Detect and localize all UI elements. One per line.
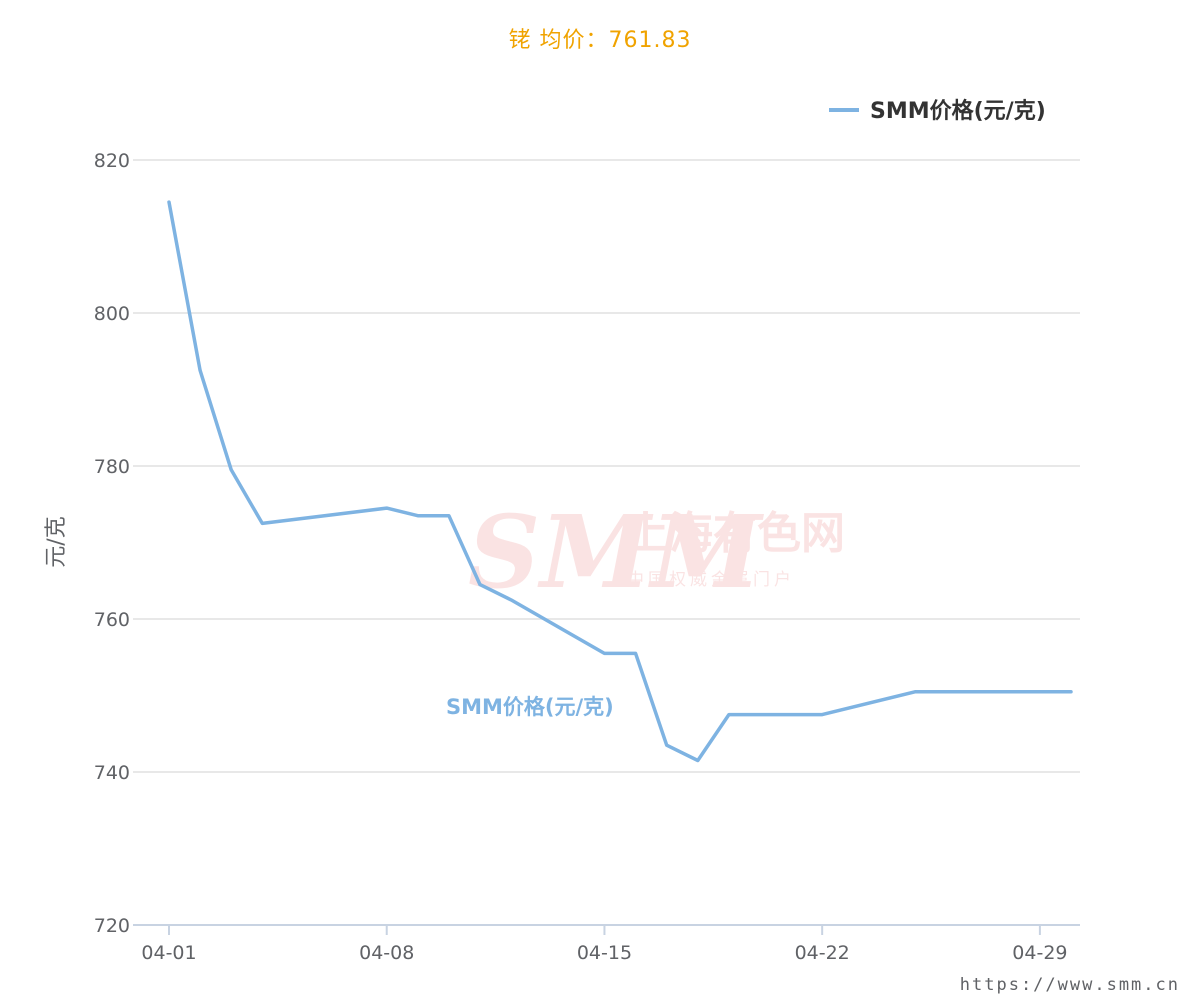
data-point[interactable] <box>822 714 823 715</box>
y-tick-label: 760 <box>94 609 130 631</box>
footer-url[interactable]: https://www.smm.cn <box>960 975 1180 995</box>
y-tick-label: 740 <box>94 762 130 784</box>
data-point[interactable] <box>604 653 605 654</box>
legend-label: SMM价格(元/克) <box>870 98 1046 124</box>
y-tick-label: 800 <box>94 303 130 325</box>
x-tick-label: 04-22 <box>795 942 850 964</box>
data-point[interactable] <box>262 523 263 524</box>
data-point[interactable] <box>448 515 449 516</box>
x-tick-label: 04-15 <box>577 942 632 964</box>
x-axis: 04-01 04-08 04-15 04-22 04-29 <box>133 924 1080 964</box>
data-point[interactable] <box>511 599 512 600</box>
x-tick-label: 04-01 <box>141 942 196 964</box>
y-axis-label: 元/克 <box>44 516 69 567</box>
data-point[interactable] <box>417 515 418 516</box>
watermark-logo: SMM <box>468 493 765 611</box>
data-point[interactable] <box>635 653 636 654</box>
watermark-slogan: 中国权威金属门户 <box>627 570 795 590</box>
x-tick-label: 04-29 <box>1012 942 1067 964</box>
data-point[interactable] <box>728 714 729 715</box>
chart-title: 铑 均价：761.83 <box>509 28 692 53</box>
data-point[interactable] <box>200 370 201 371</box>
data-point[interactable] <box>480 584 481 585</box>
data-point[interactable] <box>169 202 170 203</box>
data-point[interactable] <box>915 691 916 692</box>
legend[interactable]: SMM价格(元/克) <box>829 98 1046 124</box>
series-label: SMM价格(元/克) <box>446 695 614 719</box>
y-tick-label: 780 <box>94 456 130 478</box>
data-point[interactable] <box>1071 691 1072 692</box>
y-tick-label: 720 <box>94 915 130 937</box>
data-point[interactable] <box>666 745 667 746</box>
watermark: SMM 上海有色网 中国权威金属门户 <box>468 493 845 611</box>
data-point[interactable] <box>231 469 232 470</box>
y-tick-label: 820 <box>94 150 130 172</box>
series-line[interactable] <box>167 200 1073 763</box>
series-layer <box>167 200 1073 763</box>
grid-lines: 720 740 760 780 800 820 <box>94 150 1080 937</box>
data-point[interactable] <box>386 508 387 509</box>
x-tick-label: 04-08 <box>359 942 414 964</box>
watermark-name: 上海有色网 <box>625 508 845 559</box>
data-point[interactable] <box>697 760 698 761</box>
